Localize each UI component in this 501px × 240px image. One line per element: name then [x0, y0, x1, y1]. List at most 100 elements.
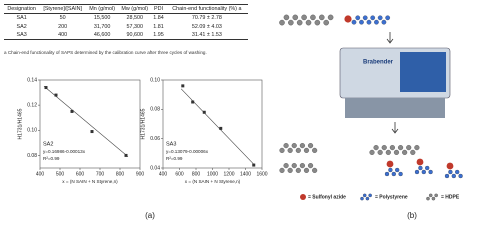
molecule-atom	[312, 167, 318, 173]
legend-azide	[300, 194, 306, 200]
molecule-atom	[406, 145, 412, 151]
molecule-atom	[377, 15, 383, 21]
molecule-atom	[303, 167, 310, 173]
y-tick-label: 0.08	[27, 153, 37, 159]
molecule-atom	[451, 173, 456, 179]
molecule-atom	[374, 19, 379, 25]
molecule-atom	[428, 169, 433, 175]
table-body: SA1 50 15,500 28,500 1.84 70.79 ± 2.78 SA2 200 3…	[4, 14, 248, 41]
legend-text: = Polystyrene	[375, 194, 408, 200]
molecule-atom	[395, 167, 400, 173]
data-point	[90, 130, 94, 134]
y-axis-label: H1731/H1465	[17, 108, 23, 139]
molecule-atom	[291, 163, 297, 169]
extruder-base	[345, 98, 445, 118]
panel-label: (a)	[145, 211, 155, 220]
x-tick-label: 700	[96, 171, 105, 177]
header-cell: Chain-end functionality (%) a	[165, 4, 248, 14]
molecule-atom	[369, 149, 375, 155]
molecule-atom	[310, 14, 316, 21]
molecule-atom	[398, 171, 403, 177]
x-tick-label: 600	[175, 171, 184, 177]
molecule-atom	[410, 149, 416, 155]
table-cell: 15,500	[93, 15, 111, 22]
data-point	[191, 100, 195, 104]
data-point	[181, 84, 185, 88]
header-cell: Mn (g/mol)	[86, 4, 119, 14]
table-row: SA1 50 15,500 28,500 1.84 70.79 ± 2.78	[4, 14, 248, 23]
figure: Designation [Styrene]/[SAIN] Mn (g/mol) Mw …	[4, 4, 463, 221]
molecule-atom	[458, 173, 463, 179]
data-point	[54, 93, 58, 97]
x-tick-label: 400	[36, 171, 45, 177]
molecule-atom	[323, 19, 329, 26]
table-cell: SA1	[16, 15, 27, 22]
table-cell: 1.95	[151, 30, 166, 41]
molecule-atom	[283, 143, 289, 149]
fit-equation: y=0.13079-0.00006x	[166, 149, 209, 154]
x-axis-label: x = (N SAIN + N Styrene,n)	[185, 179, 241, 184]
molecule-atom	[444, 173, 450, 179]
table-cell: 70.79 ± 2.78	[191, 15, 222, 22]
data-table: Designation [Styrene]/[SAIN] Mn (g/mol) Mw …	[4, 4, 248, 41]
molecule-atom	[303, 147, 310, 153]
molecule-atom	[319, 14, 325, 21]
molecule-atom	[301, 14, 307, 21]
molecule-atom	[308, 163, 314, 169]
legend-text: = HDPE	[441, 194, 460, 200]
y-tick-label: 0.10	[150, 77, 160, 83]
header-cell: PDI	[151, 4, 166, 14]
molecule-atom	[360, 196, 364, 201]
y-tick-label: 0.06	[150, 136, 160, 142]
molecule-atom	[389, 145, 395, 151]
molecule-atom	[292, 14, 299, 21]
molecule-atom	[288, 19, 294, 26]
molecule-atom	[414, 145, 420, 151]
x-tick-label: 500	[56, 171, 65, 177]
molecule-atom	[327, 14, 334, 21]
molecule-atom	[308, 143, 314, 149]
figure-graphics: (a) (b) 0.08 0.10 0.12 0.14 400 500 600 700 800 9…	[17, 14, 463, 220]
molecule-atom	[448, 169, 453, 175]
table-cell: 46,600	[86, 30, 119, 41]
molecule-atom	[428, 193, 433, 198]
molecule-atom	[385, 149, 391, 155]
molecule-atom	[391, 171, 396, 177]
molecule-atom	[418, 165, 423, 171]
molecule-atom	[296, 19, 303, 26]
data-point	[202, 110, 206, 114]
y-tick-label: 0.04	[150, 165, 160, 171]
molecule-atom	[305, 19, 312, 26]
molecule-atom	[381, 145, 387, 151]
table-cell: 90,600	[118, 30, 152, 41]
table-cell: 28,500	[126, 15, 144, 22]
table-cell: 57,300	[126, 23, 144, 30]
molecule-atom	[295, 147, 301, 153]
molecule-atom	[425, 165, 430, 171]
extruder-panel	[400, 52, 446, 92]
molecule-atom	[362, 15, 368, 21]
molecule-atom	[377, 149, 383, 155]
x-tick-label: 1200	[223, 171, 234, 177]
molecule-atom	[287, 167, 293, 173]
molecule-atom	[381, 19, 387, 25]
panel-label: (b)	[407, 211, 417, 220]
plot-frame	[39, 79, 141, 169]
molecule-atom	[388, 167, 393, 173]
molecule-atom	[312, 147, 318, 153]
x-axis-label: x = (N SAIN + N Styrene,n)	[62, 179, 118, 184]
table-cell: 1.84	[153, 15, 164, 22]
table-cell: 31.41 ± 1.53	[165, 30, 248, 41]
azide-group	[416, 158, 424, 166]
x-tick-label: 1400	[240, 171, 251, 177]
series-label: SA3	[166, 141, 176, 147]
molecule-atom	[279, 167, 285, 173]
machine-label: Brabender	[363, 60, 394, 66]
x-tick-label: 400	[159, 171, 168, 177]
table-cell: 50	[59, 15, 66, 22]
data-point	[70, 109, 74, 113]
table-cell: SA2	[16, 23, 27, 30]
molecule-atom	[291, 143, 297, 149]
table-cell: 400	[39, 30, 87, 41]
legend-text: = Sulfonyl azide	[308, 194, 346, 200]
